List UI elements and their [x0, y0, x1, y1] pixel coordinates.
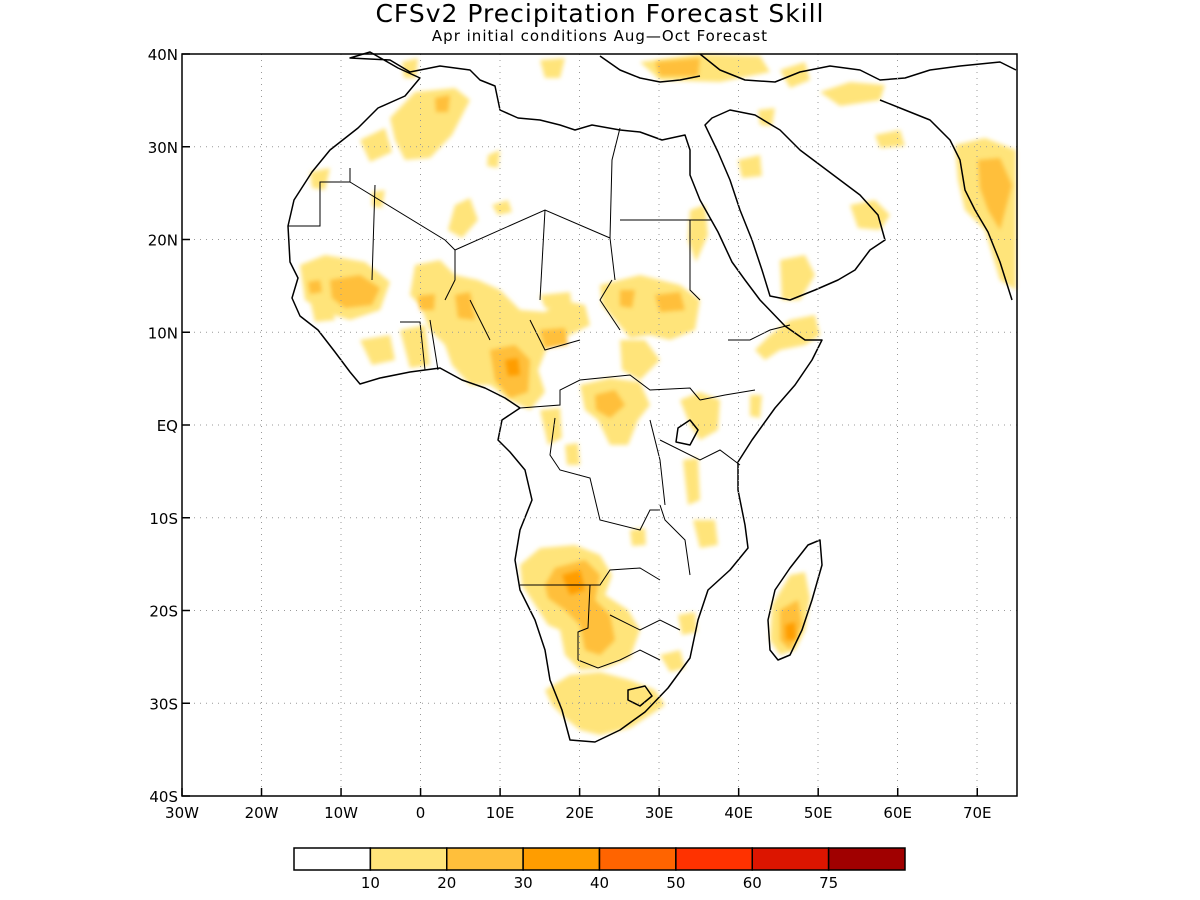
- lat-tick-label: 40N: [148, 46, 178, 64]
- lon-tick-label: 10W: [324, 804, 358, 822]
- madagascar-coastline: [767, 539, 823, 661]
- lat-tick-label: 40S: [149, 788, 178, 806]
- lon-tick-label: 10E: [486, 804, 515, 822]
- coastlines: [287, 51, 1017, 743]
- color-bar-label: 40: [590, 874, 609, 892]
- lon-tick-label: 30W: [165, 804, 199, 822]
- lat-tick-label: 10N: [148, 324, 178, 342]
- color-bar-swatch: [675, 847, 753, 871]
- lon-tick-label: 70E: [963, 804, 992, 822]
- color-bar-label: 20: [437, 874, 456, 892]
- lon-tick-label: 20E: [565, 804, 594, 822]
- grid-lines: [182, 54, 1017, 796]
- color-bar-label: 75: [819, 874, 838, 892]
- color-bar-swatch: [293, 847, 372, 871]
- arabia-coastline: [704, 109, 886, 301]
- skill-shading: [300, 54, 1016, 735]
- lon-tick-label: 20W: [245, 804, 279, 822]
- map-title: CFSv2 Precipitation Forecast Skill: [375, 0, 825, 28]
- africa-coastline: [287, 51, 823, 743]
- color-bar-swatch: [827, 847, 906, 871]
- latitude-axis: 40N 30N 20N 10N EQ 10S 20S 30S 40S: [148, 46, 190, 806]
- color-bar-label: 50: [666, 874, 685, 892]
- lat-tick-label: 20N: [148, 232, 178, 250]
- lat-tick-label: 30S: [149, 695, 178, 713]
- color-bar-swatch: [369, 847, 448, 871]
- color-bar-swatch: [446, 847, 524, 871]
- lat-tick-label: 30N: [148, 139, 178, 157]
- lat-tick-label: EQ: [157, 417, 178, 435]
- lon-tick-label: 60E: [883, 804, 912, 822]
- color-bar: 10 20 30 40 50 60 75: [293, 847, 906, 892]
- color-bar-swatch: [751, 847, 830, 871]
- color-bar-label: 60: [743, 874, 762, 892]
- lat-tick-label: 10S: [149, 510, 178, 528]
- country-borders: [288, 127, 791, 669]
- color-bar-swatch: [598, 847, 677, 871]
- lon-tick-label: 40E: [724, 804, 753, 822]
- color-bar-label: 10: [361, 874, 380, 892]
- lon-tick-label: 30E: [645, 804, 674, 822]
- lat-tick-label: 20S: [149, 603, 178, 621]
- lon-tick-label: 0: [416, 804, 426, 822]
- map-subtitle: Apr initial conditions Aug—Oct Forecast: [431, 27, 769, 45]
- longitude-axis: 30W 20W 10W 0 10E 20E 30E 40E 50E 60E 70E: [165, 788, 992, 822]
- color-bar-label: 30: [514, 874, 533, 892]
- lon-tick-label: 50E: [804, 804, 833, 822]
- color-bar-swatch: [522, 847, 601, 871]
